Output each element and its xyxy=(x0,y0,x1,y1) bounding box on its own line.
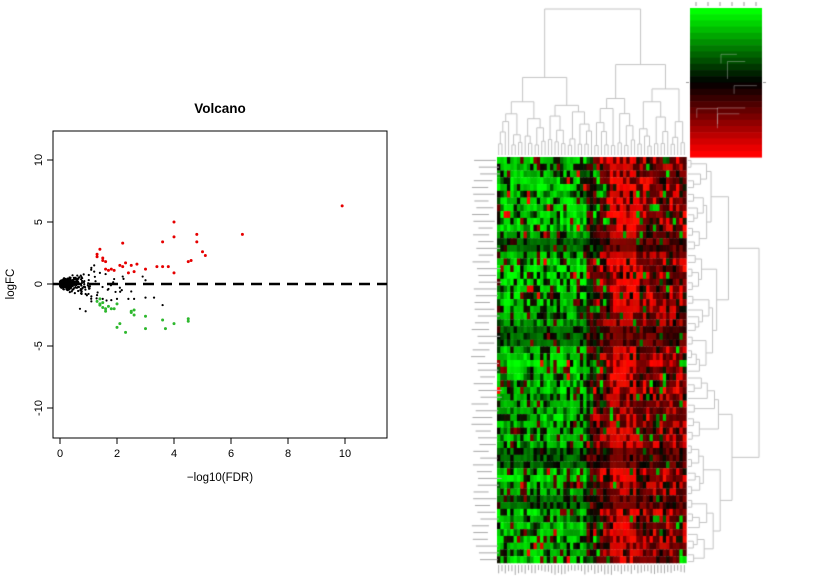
x-tick-label: 2 xyxy=(114,448,120,460)
clustered-heatmap-figure xyxy=(455,0,825,583)
x-tick-label: 4 xyxy=(171,448,177,460)
y-tick-label: 0 xyxy=(33,281,45,287)
volcano-xaxis-label: −log10(FDR) xyxy=(187,472,253,484)
y-tick-label: -10 xyxy=(33,400,45,416)
x-tick-label: 0 xyxy=(57,448,63,460)
y-tick-label: 10 xyxy=(33,154,45,166)
volcano-plot: Volcano −log10(FDR) logFC 0 2 4 6 8 10 -10 -5 0 5… xyxy=(5,101,388,484)
x-tick-label: 10 xyxy=(339,448,351,460)
volcano-yaxis-label: logFC xyxy=(5,269,17,300)
x-tick-label: 6 xyxy=(228,448,234,460)
y-tick-label: -5 xyxy=(33,341,45,351)
y-tick-label: 5 xyxy=(33,219,45,225)
x-tick-label: 8 xyxy=(285,448,291,460)
volcano-axis-ticks: 0 2 4 6 8 10 -10 -5 0 5 10 xyxy=(33,154,351,460)
volcano-title: Volcano xyxy=(194,101,246,116)
volcano-data-points xyxy=(58,204,344,334)
